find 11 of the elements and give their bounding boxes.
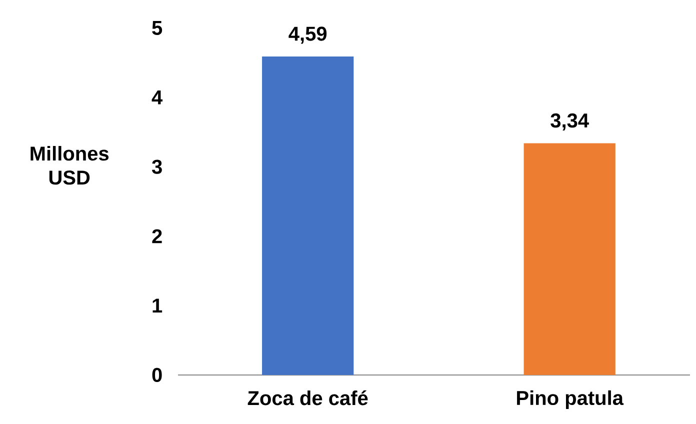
x-tick-label: Pino patula	[517, 390, 624, 409]
y-tick-label: 3	[152, 160, 162, 174]
data-label: 3,34	[550, 113, 589, 130]
y-axis-title: Millones USD	[30, 146, 109, 185]
y-tick-label: 5	[152, 21, 162, 35]
y-tick-label: 2	[152, 229, 162, 244]
x-tick-label: Zoca de café	[248, 390, 368, 406]
data-label: 4,59	[288, 26, 327, 44]
y-tick-label: 0	[152, 368, 162, 382]
y-tick-label: 4	[152, 90, 163, 104]
y-tick-label: 1	[152, 298, 162, 312]
